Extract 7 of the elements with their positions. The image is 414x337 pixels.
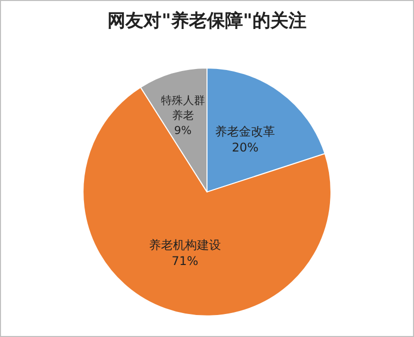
data-label: 20%	[232, 140, 259, 154]
data-label: 9%	[174, 124, 192, 138]
slice-label: 特殊人群养老	[160, 94, 205, 122]
slice-label: 养老机构建设	[148, 238, 221, 252]
data-label: 71%	[172, 254, 198, 268]
slice-label: 养老金改革	[215, 124, 276, 138]
chart-title: 网友对"养老保障"的关注	[108, 10, 306, 32]
